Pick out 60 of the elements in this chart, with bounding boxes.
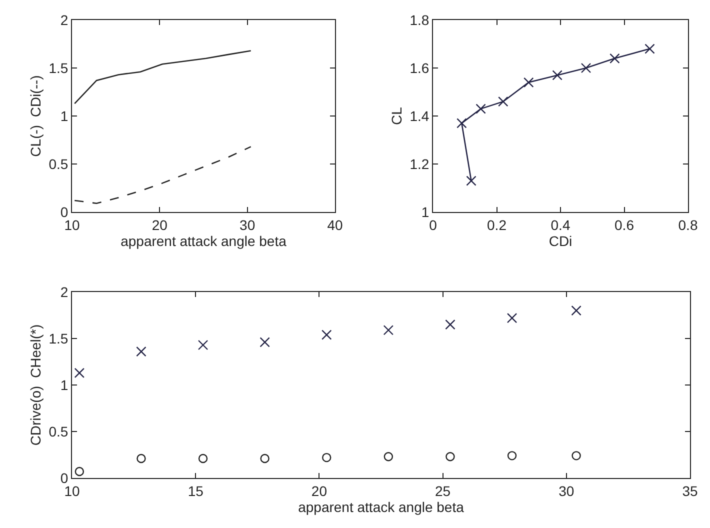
- x-tick-label: 20: [152, 216, 168, 233]
- point: [136, 454, 146, 464]
- point: [260, 337, 270, 348]
- y-tick-label: 1.6: [410, 60, 430, 76]
- point: [322, 452, 332, 462]
- y-tick-label: 1: [421, 204, 430, 220]
- y-tick-label: 2: [60, 12, 68, 28]
- x-axis-title: apparent attack angle beta: [120, 233, 287, 250]
- y-tick-label: 1: [60, 376, 68, 393]
- x-axis-title: CDi: [548, 233, 572, 250]
- y-tick-label: 1.5: [48, 60, 68, 76]
- y-axis-title: CDrive(o) CHeel(*): [27, 324, 44, 446]
- x-tick-label: 0.2: [487, 216, 507, 233]
- x-tick-label: 30: [240, 216, 256, 233]
- point: [456, 118, 467, 128]
- point: [136, 346, 146, 357]
- point: [572, 451, 581, 460]
- y-tick-label: 1: [60, 108, 68, 124]
- y-axis-title: CL: [388, 106, 404, 125]
- x-tick-label: 0.6: [614, 216, 634, 233]
- point: [384, 452, 394, 462]
- point: [446, 452, 455, 462]
- point: [74, 466, 84, 476]
- point: [74, 368, 85, 378]
- y-tick-label: 1.4: [410, 108, 430, 124]
- x-tick-label: 30: [558, 482, 574, 499]
- x-tick-label: 0.8: [678, 216, 698, 233]
- x-tick-label: 15: [188, 482, 204, 499]
- point: [506, 312, 518, 324]
- y-tick-label: 2: [60, 284, 68, 300]
- point: [466, 176, 476, 186]
- point: [198, 454, 208, 464]
- y-axis-title: CL(-) CDi(--): [27, 75, 44, 157]
- x-axis-title: apparent attack angle beta: [298, 499, 464, 516]
- x-tick-label: 20: [311, 482, 328, 499]
- y-tick-label: 1.8: [410, 12, 430, 28]
- y-tick-label: 0.5: [48, 156, 68, 172]
- point: [198, 340, 208, 350]
- point: [507, 451, 517, 460]
- y-tick-label: 1.5: [48, 330, 68, 346]
- point: [580, 62, 592, 74]
- point: [322, 330, 332, 340]
- point: [552, 70, 562, 80]
- point: [498, 96, 508, 107]
- line-series: [74, 50, 252, 104]
- point: [524, 77, 534, 88]
- x-tick-label: 25: [435, 482, 451, 499]
- line-series: [74, 146, 252, 204]
- x-tick-label: 0.4: [550, 216, 570, 233]
- point: [644, 44, 655, 54]
- point: [383, 325, 394, 336]
- point: [445, 319, 456, 330]
- point: [571, 306, 582, 316]
- point: [260, 454, 270, 464]
- x-tick-label: 35: [682, 482, 698, 499]
- x-tick-label: 40: [327, 216, 343, 233]
- y-tick-label: 1.2: [410, 156, 430, 172]
- point: [476, 104, 486, 114]
- y-tick-label: 0.5: [48, 423, 68, 440]
- point: [610, 53, 620, 64]
